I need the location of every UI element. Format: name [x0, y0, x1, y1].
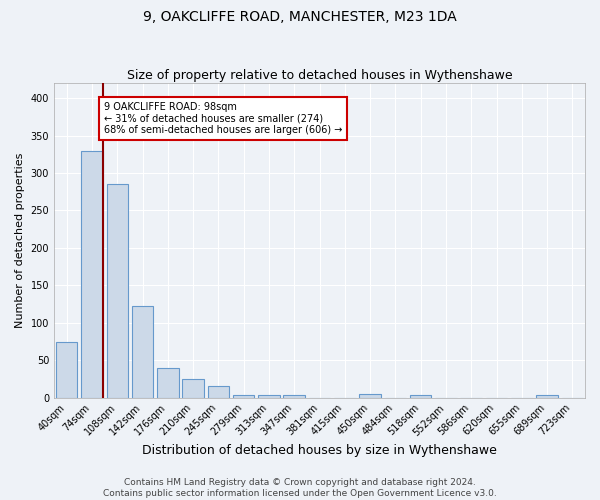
Text: Contains HM Land Registry data © Crown copyright and database right 2024.
Contai: Contains HM Land Registry data © Crown c… — [103, 478, 497, 498]
Bar — [157, 368, 179, 398]
Text: 9, OAKCLIFFE ROAD, MANCHESTER, M23 1DA: 9, OAKCLIFFE ROAD, MANCHESTER, M23 1DA — [143, 10, 457, 24]
Bar — [410, 396, 431, 398]
Bar — [56, 342, 77, 398]
Bar — [258, 396, 280, 398]
Bar — [107, 184, 128, 398]
Title: Size of property relative to detached houses in Wythenshawe: Size of property relative to detached ho… — [127, 69, 512, 82]
Text: 9 OAKCLIFFE ROAD: 98sqm
← 31% of detached houses are smaller (274)
68% of semi-d: 9 OAKCLIFFE ROAD: 98sqm ← 31% of detache… — [104, 102, 343, 135]
X-axis label: Distribution of detached houses by size in Wythenshawe: Distribution of detached houses by size … — [142, 444, 497, 458]
Bar — [132, 306, 153, 398]
Y-axis label: Number of detached properties: Number of detached properties — [15, 152, 25, 328]
Bar — [81, 150, 103, 398]
Bar — [359, 394, 381, 398]
Bar — [233, 394, 254, 398]
Bar — [182, 379, 204, 398]
Bar — [536, 394, 558, 398]
Bar — [283, 394, 305, 398]
Bar — [208, 386, 229, 398]
